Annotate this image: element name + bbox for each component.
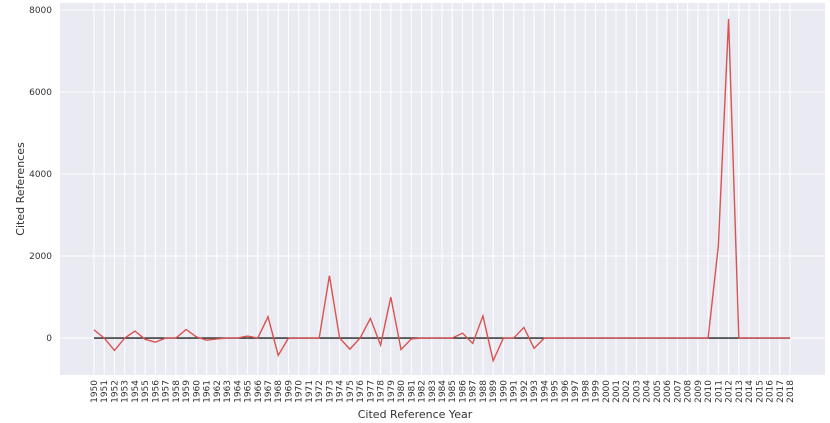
x-tick-label: 1971	[305, 380, 315, 403]
x-tick-label: 1983	[428, 380, 438, 403]
x-tick-label: 1982	[418, 380, 428, 403]
x-tick-label: 1962	[213, 380, 223, 403]
x-tick-label: 2005	[653, 380, 663, 403]
x-tick-label: 2002	[622, 380, 632, 403]
x-tick-label: 1960	[192, 380, 202, 403]
x-tick-label: 1979	[387, 380, 397, 403]
x-tick-label: 1968	[274, 380, 284, 403]
y-tick-label: 6000	[29, 88, 52, 98]
x-tick-label: 2015	[755, 380, 765, 403]
x-tick-label: 2012	[725, 380, 735, 403]
x-tick-label: 2016	[766, 380, 776, 403]
x-tick-label: 1978	[377, 380, 387, 403]
y-tick-label: 8000	[29, 6, 52, 16]
x-tick-label: 1997	[571, 380, 581, 403]
x-tick-label: 1974	[336, 380, 346, 403]
x-tick-label: 1965	[244, 380, 254, 403]
x-tick-label: 1957	[162, 380, 172, 403]
x-tick-label: 1967	[264, 380, 274, 403]
x-tick-label: 1989	[489, 380, 499, 403]
x-tick-label: 1955	[141, 380, 151, 403]
x-tick-label: 2003	[632, 380, 642, 403]
x-tick-label: 1964	[233, 380, 243, 403]
x-tick-label: 1975	[346, 380, 356, 403]
y-tick-label: 2000	[29, 252, 52, 262]
x-tick-label: 1999	[592, 380, 602, 403]
x-tick-label: 1996	[561, 380, 571, 403]
x-tick-label: 1972	[315, 380, 325, 403]
x-tick-label: 1984	[438, 380, 448, 403]
x-tick-label: 1973	[325, 380, 335, 403]
x-tick-label: 1950	[90, 380, 100, 403]
x-tick-label: 2010	[704, 380, 714, 403]
x-tick-label: 1986	[458, 380, 468, 403]
x-tick-label: 1956	[151, 380, 161, 403]
x-tick-label: 2011	[714, 380, 724, 403]
x-tick-label: 1988	[479, 380, 489, 403]
x-tick-label: 2017	[776, 380, 786, 403]
y-axis-label: Cited References	[14, 142, 27, 236]
x-tick-label: 2004	[643, 380, 653, 403]
x-tick-label: 1995	[551, 380, 561, 403]
x-tick-label: 1977	[366, 380, 376, 403]
x-tick-label: 2007	[673, 380, 683, 403]
x-tick-label: 1961	[203, 380, 213, 403]
x-tick-label: 1980	[397, 380, 407, 403]
x-tick-label: 1959	[182, 380, 192, 403]
x-tick-label: 1969	[284, 380, 294, 403]
x-tick-label: 1958	[172, 380, 182, 403]
x-tick-label: 2013	[735, 380, 745, 403]
x-tick-label: 1952	[110, 380, 120, 403]
x-tick-label: 1985	[448, 380, 458, 403]
x-tick-label: 1966	[254, 380, 264, 403]
x-tick-label: 2009	[694, 380, 704, 403]
x-tick-label: 1994	[540, 380, 550, 403]
x-tick-label: 2014	[745, 380, 755, 403]
x-tick-label: 1953	[121, 380, 131, 403]
data-line	[93, 18, 790, 363]
x-tick-label: 2018	[786, 380, 796, 403]
x-tick-label: 1963	[223, 380, 233, 403]
x-tick-label: 2000	[602, 380, 612, 403]
x-tick-label: 1998	[581, 380, 591, 403]
x-tick-label: 1970	[295, 380, 305, 403]
x-tick-label: 2008	[684, 380, 694, 403]
x-tick-label: 1951	[100, 380, 110, 403]
x-tick-label: 1990	[499, 380, 509, 403]
x-tick-label: 1993	[530, 380, 540, 403]
x-tick-label: 2006	[663, 380, 673, 403]
x-tick-label: 1991	[510, 380, 520, 403]
y-tick-label: 0	[46, 334, 52, 344]
x-tick-label: 1981	[407, 380, 417, 403]
x-tick-label: 1992	[520, 380, 530, 403]
x-tick-label: 1976	[356, 380, 366, 403]
x-tick-label: 2001	[612, 380, 622, 403]
y-tick-label: 4000	[29, 170, 52, 180]
x-tick-label: 1954	[131, 380, 141, 403]
x-tick-label: 1987	[469, 380, 479, 403]
x-axis-label: Cited Reference Year	[358, 408, 473, 421]
